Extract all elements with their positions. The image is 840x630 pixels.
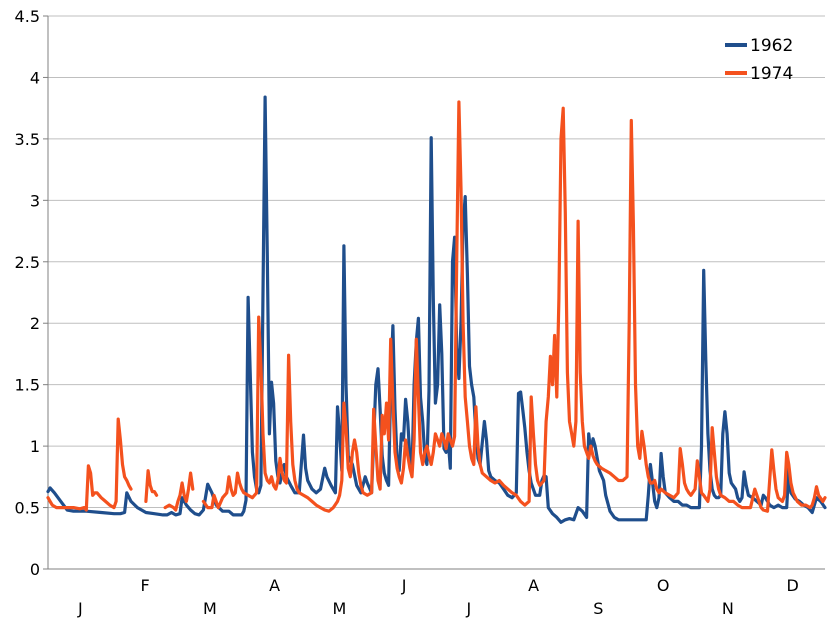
x-tick-label-month: S — [593, 599, 603, 618]
series-lines — [46, 95, 827, 524]
x-tick-label-month: F — [141, 576, 150, 595]
x-tick-label-month: D — [786, 576, 798, 595]
y-tick-label: 0 — [30, 560, 40, 579]
legend: 1962 1974 — [725, 36, 793, 84]
legend-label-1974: 1974 — [750, 64, 793, 84]
series-line-1962 — [46, 95, 827, 524]
x-tick-label-month: N — [722, 599, 734, 618]
x-tick-label-month: J — [77, 599, 83, 618]
x-tick-label-month: J — [401, 576, 407, 595]
legend-label-1962: 1962 — [750, 36, 793, 56]
y-tick-label: 4.5 — [15, 7, 40, 26]
y-tick-label: 0.5 — [15, 499, 40, 518]
x-tick-label-month: M — [332, 599, 346, 618]
x-tick-label-month: O — [657, 576, 670, 595]
y-tick-label: 1 — [30, 437, 40, 456]
x-tick-label-month: A — [528, 576, 539, 595]
axes — [43, 15, 825, 570]
series-line-1974 — [46, 100, 827, 513]
y-tick-label: 4 — [30, 68, 40, 87]
y-tick-labels: 0 0.5 1 1.5 2 2.5 3 3.5 4 4.5 — [15, 7, 40, 579]
y-tick-label: 3 — [30, 191, 40, 210]
x-tick-label-month: A — [269, 576, 280, 595]
y-tick-label: 3.5 — [15, 130, 40, 149]
y-tick-label: 2 — [30, 314, 40, 333]
x-tick-labels: J F M A M J J A S O N D — [77, 576, 799, 618]
y-tick-label: 2.5 — [15, 253, 40, 272]
x-tick-label-month: M — [203, 599, 217, 618]
y-tick-label: 1.5 — [15, 376, 40, 395]
x-tick-label-month: J — [466, 599, 472, 618]
gridlines — [48, 15, 825, 509]
